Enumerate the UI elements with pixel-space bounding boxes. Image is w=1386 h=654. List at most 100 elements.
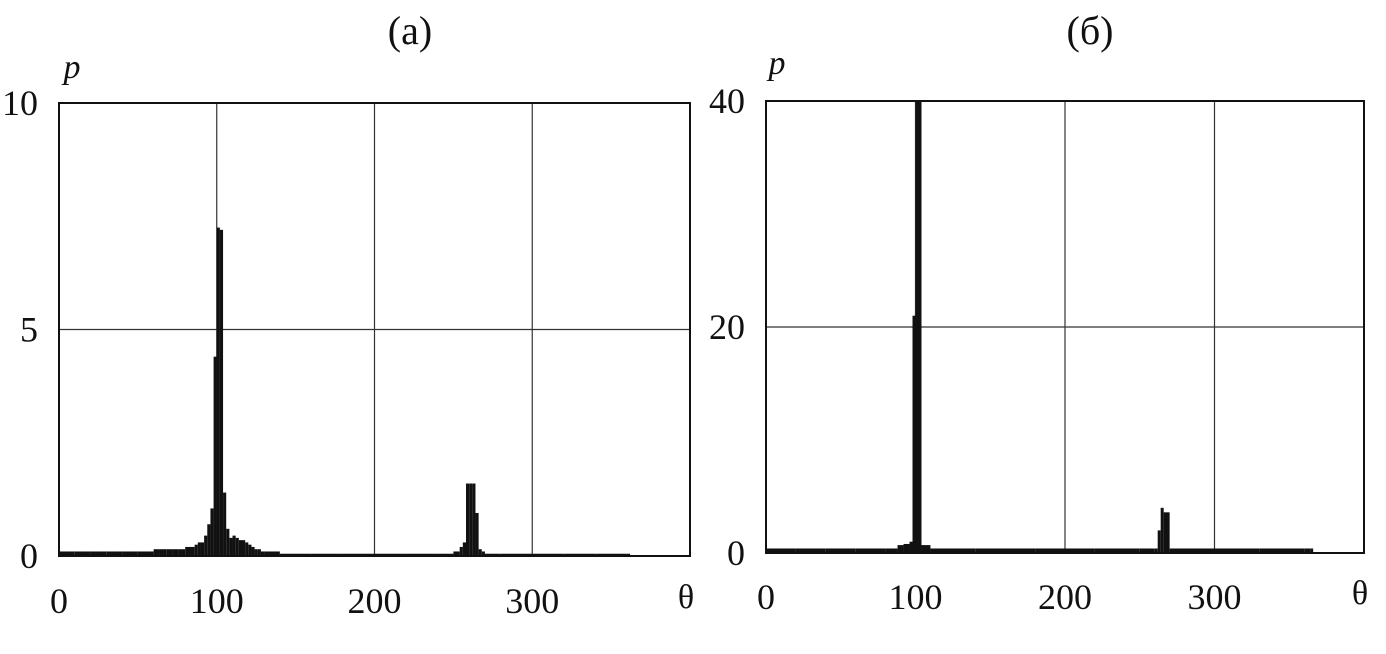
panel-a-ytick-label-1: 5 (20, 310, 38, 350)
panel-a-bar-6 (153, 549, 160, 556)
panel-a-bar-27 (238, 540, 242, 556)
panel-a-ytick-label-0: 0 (20, 536, 38, 576)
panel-a-ylabel: p (62, 49, 81, 86)
panel-b-bar-12 (930, 548, 976, 553)
panel-b-bar-11 (921, 545, 931, 553)
panel-a-bar-46 (469, 483, 473, 556)
panel-b-xtick-label-1: 100 (889, 577, 943, 617)
panel-a-bar-51 (484, 553, 501, 556)
panel-a-title: (a) (388, 8, 432, 53)
panel-a-plot-frame (58, 102, 691, 557)
panel-a-bar-18 (210, 508, 214, 556)
panel-b-bar-17 (1154, 548, 1158, 553)
panel-b-ytick-label-0: 0 (727, 533, 745, 573)
panel-a-bar-42 (453, 551, 460, 556)
panel-a-bar-35 (264, 551, 280, 556)
panel-b: (б) p θ 0 100 200 300 0 20 40 (709, 8, 1368, 617)
panel-b-bar-25 (1310, 548, 1314, 553)
panel-a-bar-30 (248, 544, 252, 556)
panel-b-bar-8 (912, 315, 916, 553)
panel-a-bar-37 (311, 553, 343, 556)
panel-b-bar-2 (825, 548, 856, 553)
panel-b-bar-3 (855, 548, 886, 553)
panel-b-xlabel: θ (1352, 575, 1368, 612)
panel-a: (a) p θ 0 100 200 300 0 5 10 (2, 8, 694, 621)
panel-a-bar-1 (74, 551, 91, 556)
panel-a-bar-13 (194, 544, 198, 556)
panel-a-grid (59, 103, 690, 556)
panel-b-y-ticks: 0 20 40 (709, 81, 745, 573)
panel-a-bar-34 (260, 551, 265, 556)
panel-b-bar-10 (918, 101, 922, 553)
panel-b-bar-20 (1163, 512, 1170, 553)
panel-a-bar-19 (213, 356, 217, 556)
panel-a-bar-10 (178, 549, 186, 556)
panel-a-bar-44 (462, 542, 466, 556)
panel-a-bar-2 (90, 551, 107, 556)
panel-a-bar-7 (159, 549, 167, 556)
panel-b-plot-frame (765, 100, 1365, 554)
panel-b-ylabel: p (767, 45, 786, 82)
panel-b-bar-19 (1160, 507, 1164, 553)
panel-b-grid (766, 101, 1364, 553)
panel-a-bar-32 (254, 549, 258, 556)
panel-a-bar-21 (219, 229, 224, 556)
panel-a-bar-23 (226, 528, 230, 556)
panel-a-bar-33 (257, 549, 261, 556)
panel-a-bar-22 (223, 492, 227, 556)
panel-b-xtick-label-3: 300 (1188, 577, 1242, 617)
panel-b-bar-24 (1304, 548, 1311, 553)
panel-a-bar-52 (500, 553, 533, 556)
panel-a-bar-54 (563, 553, 596, 556)
panel-a-ytick-label-2: 10 (2, 83, 38, 123)
panel-a-bar-43 (459, 546, 463, 556)
panel-b-bars (766, 101, 1314, 553)
panel-b-bar-6 (903, 543, 910, 553)
panel-a-bar-17 (207, 524, 211, 556)
panel-a-bar-53 (532, 553, 564, 556)
panel-a-bar-47 (472, 483, 476, 556)
panel-a-x-ticks: 0 100 200 300 (50, 581, 559, 621)
panel-b-bar-0 (766, 548, 796, 553)
panel-b-ytick-label-1: 20 (709, 307, 745, 347)
panel-b-ytick-label-2: 40 (709, 81, 745, 121)
panel-b-x-ticks: 0 100 200 300 (757, 577, 1242, 617)
panel-a-bar-31 (251, 546, 255, 556)
panel-a-bar-9 (172, 549, 179, 556)
panel-b-bar-5 (897, 545, 904, 553)
panel-a-bar-36 (279, 553, 312, 556)
panel-a-bar-55 (595, 553, 627, 556)
panel-b-bar-13 (975, 548, 1036, 553)
panel-a-bar-39 (374, 553, 407, 556)
panel-a-bar-38 (342, 553, 375, 556)
panel-a-bar-41 (437, 553, 454, 556)
panel-b-bar-9 (915, 101, 919, 553)
panel-a-xtick-label-3: 300 (505, 581, 559, 621)
panel-b-bar-22 (1214, 548, 1260, 553)
panel-a-xtick-label-1: 100 (190, 581, 244, 621)
panel-b-bar-18 (1157, 530, 1161, 553)
panel-a-bar-50 (481, 551, 485, 556)
panel-b-bar-14 (1035, 548, 1095, 553)
panel-b-bar-7 (909, 541, 913, 553)
panel-a-bar-16 (204, 535, 208, 556)
panel-b-bar-4 (885, 548, 898, 553)
panel-a-bar-12 (191, 546, 195, 556)
panel-b-xtick-label-2: 200 (1038, 577, 1092, 617)
panel-a-bar-28 (241, 540, 246, 556)
panel-a-bar-0 (59, 551, 75, 556)
panel-b-bar-15 (1094, 548, 1140, 553)
panel-b-bar-23 (1259, 548, 1305, 553)
panel-a-bar-20 (216, 227, 220, 556)
panel-a-xtick-label-0: 0 (50, 581, 68, 621)
panel-a-bar-56 (626, 553, 631, 556)
panel-a-bars (59, 227, 631, 556)
panel-a-bar-40 (406, 553, 438, 556)
panel-b-bar-16 (1139, 548, 1155, 553)
panel-a-xlabel: θ (678, 579, 694, 616)
panel-a-y-ticks: 0 5 10 (2, 83, 38, 576)
panel-b-bar-1 (795, 548, 826, 553)
panel-b-title: (б) (1067, 8, 1114, 53)
panel-a-bar-15 (200, 542, 205, 556)
